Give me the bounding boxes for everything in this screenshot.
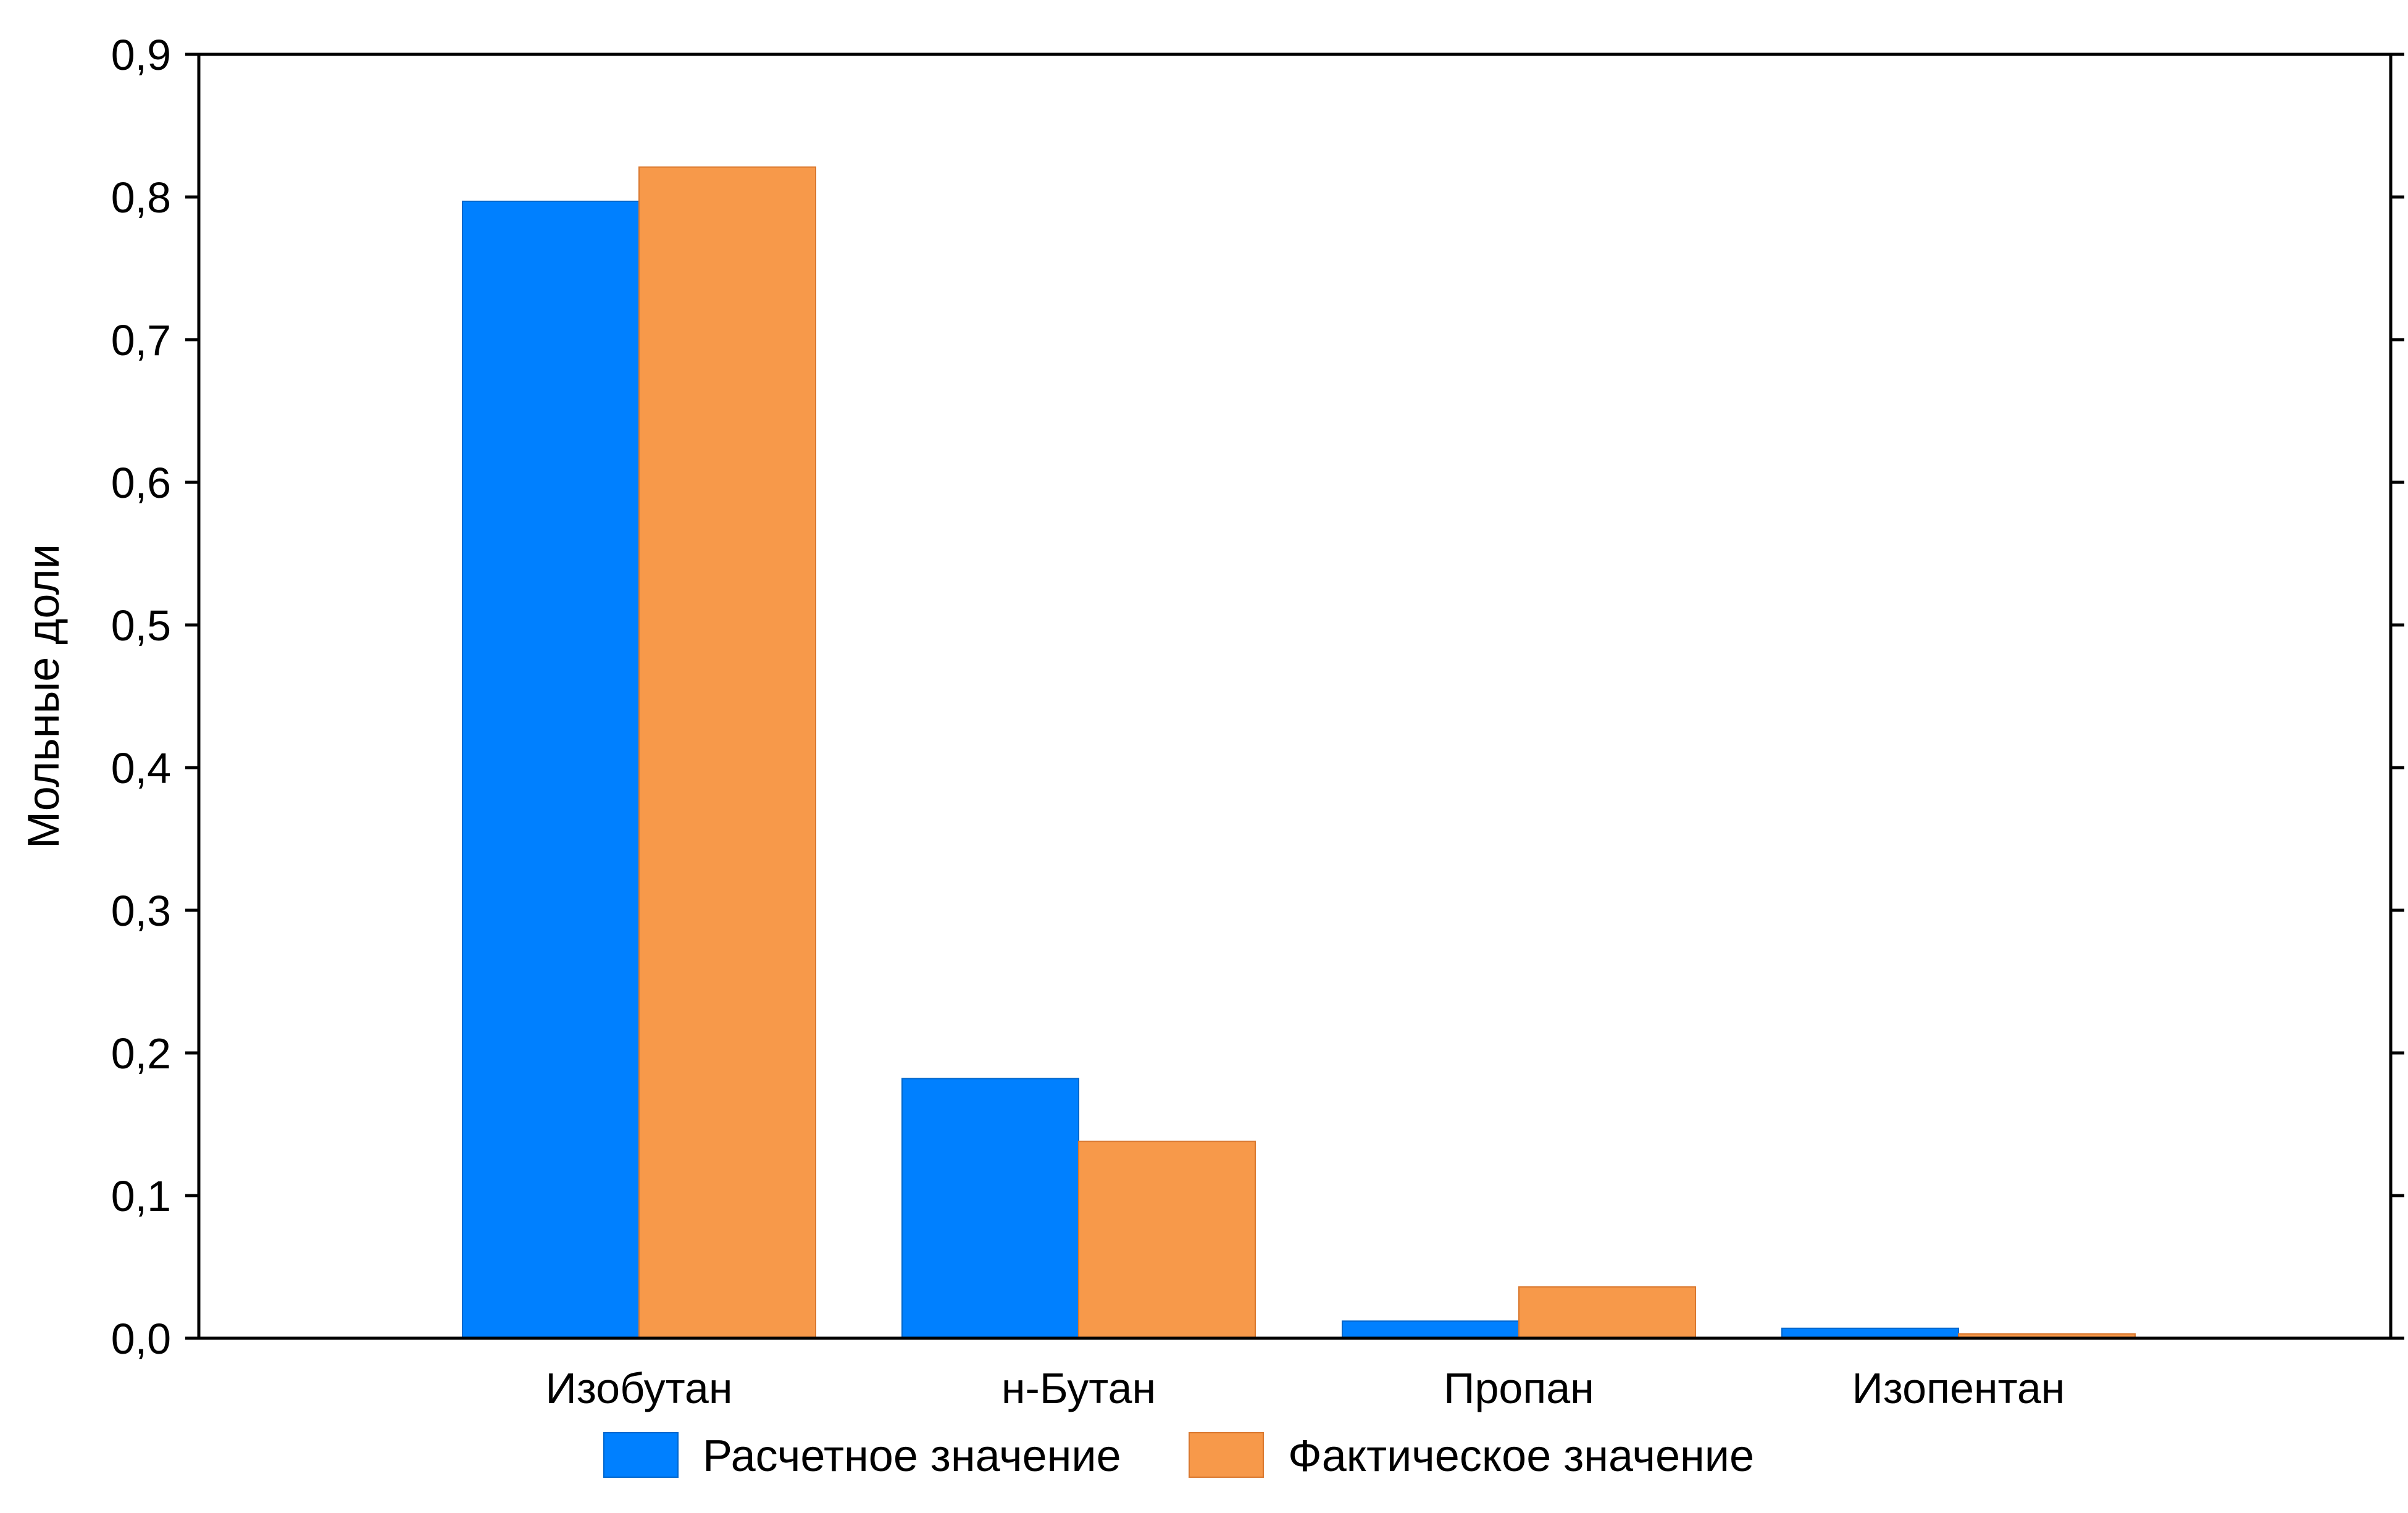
x-tick-label: Изопентан [1852,1364,2065,1412]
y-tick-label: 0,2 [111,1029,171,1078]
bar-calculated-2 [1342,1320,1520,1339]
y-axis-title: Мольные доли [19,544,69,849]
y-tick-label: 0,6 [111,459,171,507]
legend-label: Расчетное значение [703,1431,1121,1481]
legend-label: Фактическое значение [1288,1431,1754,1481]
y-tick-label: 0,7 [111,316,171,364]
y-tick-label: 0,9 [111,31,171,79]
bars-group [462,166,2136,1339]
y-tick-label: 0,0 [111,1315,171,1363]
legend-swatch [1189,1432,1264,1478]
y-tick-label: 0,1 [111,1172,171,1220]
plot-area-frame [197,52,2393,1340]
y-tick-label: 0,4 [111,744,171,792]
bar-actual-1 [1078,1141,1256,1339]
bar-actual-0 [638,166,816,1339]
x-tick-label: Пропан [1444,1364,1594,1412]
legend-swatch [603,1432,679,1478]
x-tick-label: Изобутан [546,1364,733,1412]
y-tick-label: 0,5 [111,601,171,650]
y-axis: 0,0 0,1 0,2 0,3 0,4 0,5 0,6 0,7 0,8 0,9 [111,31,2404,1363]
bar-actual-2 [1518,1286,1696,1339]
x-tick-label: н-Бутан [1001,1364,1156,1412]
bar-calculated-0 [462,200,640,1339]
x-axis: Изобутан н-Бутан Пропан Изопентан [546,1364,2065,1412]
bar-calculated-1 [901,1078,1079,1339]
y-tick-label: 0,8 [111,174,171,222]
legend: Расчетное значение Фактическое значение [603,1431,1754,1481]
y-tick-label: 0,3 [111,887,171,935]
